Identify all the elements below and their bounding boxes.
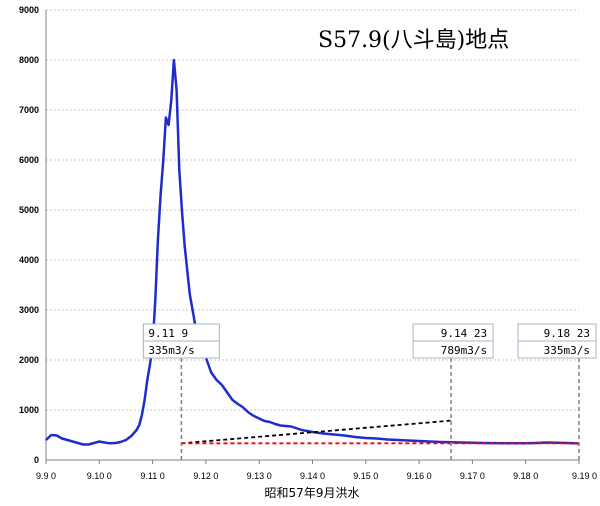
annotations: 9.11 9 335m3/s 9.14 23 789m3/s 9.18 23 335m3/…: [142, 323, 597, 460]
x-tick-label: 9.19 0: [572, 471, 597, 481]
y-tick-label: 9000: [19, 5, 39, 15]
x-tick-label: 9.11 0: [140, 471, 164, 481]
annotation-flow: 335m3/s: [544, 344, 590, 357]
x-tick-labels: 9.9 0 9.10 0 9.11 0 9.12 0 9.13 0 9.14 0 9.15 …: [36, 471, 597, 481]
x-tick-label: 9.15 0: [353, 471, 378, 481]
grid-lines: [46, 9, 579, 411]
y-tick-label: 3000: [19, 305, 39, 315]
annotation-box: 9.18 23 335m3/s: [517, 323, 597, 359]
annotation-box: 9.14 23 789m3/s: [412, 323, 494, 359]
y-tick-labels: 0 1000 2000 3000 4000 5000 6000 7000 8000 9000: [19, 5, 39, 465]
chart-title: S57.9(八斗島)地点: [318, 28, 509, 53]
y-tick-label: 2000: [19, 355, 39, 365]
y-tick-label: 4000: [19, 255, 39, 265]
annotation-datetime: 9.14 23: [441, 327, 487, 340]
x-tick-label: 9.17 0: [460, 471, 485, 481]
x-tick-label: 9.14 0: [300, 471, 325, 481]
y-tick-label: 7000: [19, 105, 39, 115]
annotation-box: 9.11 9 335m3/s: [142, 323, 220, 359]
discharge-line: [45, 58, 580, 446]
y-tick-label: 6000: [19, 155, 39, 165]
y-tick-label: 5000: [19, 205, 39, 215]
x-tick-label: 9.18 0: [513, 471, 538, 481]
x-tick-label: 9.9 0: [36, 471, 56, 481]
annotation-flow: 789m3/s: [441, 344, 487, 357]
annotation-datetime: 9.11 9: [148, 327, 188, 340]
x-tick-label: 9.16 0: [407, 471, 432, 481]
axes: [45, 10, 580, 464]
x-tick-label: 9.13 0: [247, 471, 272, 481]
annotation-flow: 335m3/s: [148, 344, 194, 357]
y-tick-label: 0: [34, 455, 39, 465]
x-tick-label: 9.12 0: [193, 471, 218, 481]
baseflow-separation-line: [181, 419, 452, 445]
series: [45, 58, 580, 446]
x-axis-label: 昭和57年9月洪水: [265, 486, 360, 500]
annotation-datetime: 9.18 23: [544, 327, 590, 340]
x-tick-label: 9.10 0: [87, 471, 112, 481]
y-tick-label: 1000: [19, 405, 39, 415]
y-tick-label: 8000: [19, 55, 39, 65]
